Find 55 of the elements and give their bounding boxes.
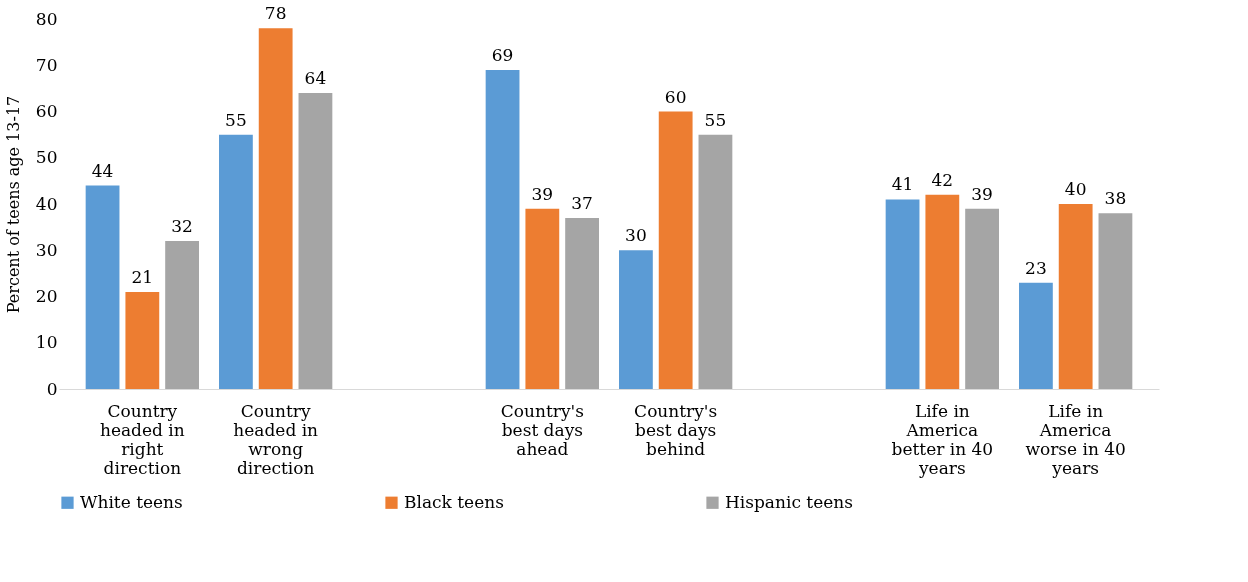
- bar: [1019, 282, 1053, 389]
- bar: [1098, 213, 1133, 389]
- y-tick-label: 0: [46, 378, 58, 399]
- data-label: 64: [304, 68, 327, 88]
- data-label: 23: [1025, 257, 1047, 278]
- legend-label: White teens: [80, 491, 183, 512]
- bar: [925, 194, 960, 389]
- data-label: 78: [264, 3, 287, 24]
- y-tick-label: 30: [35, 239, 58, 260]
- bar: [219, 134, 253, 389]
- data-label: 55: [225, 109, 247, 130]
- legend-label: Hispanic teens: [725, 491, 853, 512]
- bar: [1058, 204, 1093, 389]
- data-label: 60: [664, 86, 687, 107]
- data-label: 41: [891, 174, 914, 195]
- bar: [658, 111, 693, 389]
- data-label: 42: [931, 169, 954, 190]
- bar: [565, 217, 599, 389]
- data-label: 30: [625, 225, 647, 246]
- data-label: 32: [171, 216, 193, 236]
- bar: [885, 199, 920, 389]
- bar: [525, 208, 560, 389]
- bar: [165, 241, 199, 389]
- bar: [85, 185, 120, 389]
- bar: [298, 93, 333, 389]
- y-axis-title: Percent of teens age 13-17: [3, 95, 23, 314]
- bar: [619, 250, 653, 389]
- bar: [258, 28, 293, 389]
- bar: [965, 208, 999, 389]
- data-label: 40: [1064, 179, 1087, 199]
- data-label: 21: [131, 266, 154, 287]
- data-label: 39: [971, 183, 993, 204]
- x-tick-label: Country's best days ahead: [500, 400, 584, 459]
- y-tick-label: 70: [35, 54, 58, 75]
- y-tick-label: 50: [35, 147, 58, 168]
- data-label: 44: [91, 160, 114, 181]
- data-label: 55: [704, 109, 727, 130]
- x-tick-label: Country's best days behind: [634, 400, 718, 459]
- y-tick-label: 20: [35, 286, 58, 306]
- legend-label: Black teens: [404, 491, 504, 512]
- bar: [698, 134, 733, 389]
- x-tick-label: Life in America worse in 40 years: [1025, 400, 1126, 478]
- data-label: 69: [491, 44, 514, 65]
- data-label: 37: [571, 192, 593, 213]
- x-tick-label: Country headed in right direction: [99, 400, 185, 478]
- y-tick-label: 10: [35, 332, 58, 353]
- bar: [485, 69, 520, 389]
- bar: [125, 291, 160, 389]
- y-tick-label: 40: [35, 193, 58, 214]
- data-label: 38: [1104, 188, 1127, 209]
- x-tick-label: Life in America better in 40 years: [891, 400, 994, 478]
- data-label: 39: [531, 183, 554, 204]
- y-tick-label: 60: [35, 101, 58, 121]
- x-tick-label: Country headed in wrong direction: [233, 400, 319, 478]
- y-tick-label: 80: [35, 8, 58, 29]
